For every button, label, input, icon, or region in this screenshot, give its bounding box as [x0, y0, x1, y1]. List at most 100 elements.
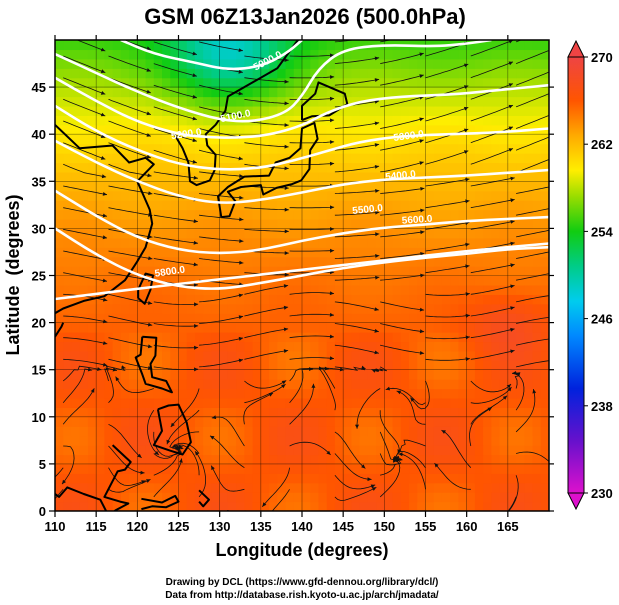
colorbar-gradient [567, 56, 585, 494]
streamline-arrow [374, 143, 380, 147]
heat-cell [178, 473, 188, 484]
heat-cell [351, 266, 361, 277]
x-tick-label: 115 [86, 519, 107, 534]
heat-cell [112, 237, 122, 248]
heat-cell [466, 435, 476, 446]
heat-cell [153, 87, 163, 98]
heat-cell [79, 209, 89, 220]
heat-cell [499, 256, 509, 267]
heat-cell [540, 190, 549, 201]
heat-cell [483, 96, 492, 107]
heat-cell [474, 322, 484, 333]
heat-cell [433, 49, 443, 60]
heat-cell [178, 275, 188, 286]
heat-cell [351, 134, 361, 145]
heat-cell [499, 350, 509, 361]
streamline-arrow [102, 362, 108, 367]
heat-cell [153, 266, 163, 277]
streamline [244, 350, 289, 360]
heat-cell [474, 105, 484, 116]
heat-cell [153, 454, 163, 465]
heat-cell [491, 190, 501, 201]
heat-cell [310, 247, 320, 258]
chart-title: GSM 06Z13Jan2026 (500.0hPa) [144, 4, 466, 29]
streamline-arrow [374, 56, 380, 61]
heat-cell [236, 58, 245, 69]
heat-cell [384, 275, 394, 286]
heat-cell [227, 266, 237, 277]
heat-cell [194, 256, 204, 267]
heat-cell [194, 40, 204, 51]
heat-cell [458, 369, 468, 380]
heat-cell [129, 218, 138, 229]
heat-cell [236, 87, 245, 98]
heat-cell [384, 322, 394, 333]
heat-cell [178, 435, 188, 446]
heat-cell [450, 209, 460, 220]
heat-cell [219, 313, 229, 324]
heat-cell [71, 416, 81, 427]
heat-cell [474, 96, 484, 107]
streamline-arrow [532, 389, 537, 394]
heat-cell [516, 463, 525, 474]
heat-cell [104, 284, 114, 295]
heat-cell [112, 454, 122, 465]
heat-cell [79, 435, 89, 446]
streamline [108, 358, 153, 369]
heat-cell [318, 143, 328, 154]
heat-cell [392, 171, 402, 182]
heat-cell [343, 332, 352, 343]
heat-cell [376, 77, 385, 88]
heat-cell [96, 492, 105, 503]
heat-cell [483, 445, 492, 456]
heat-cell [71, 426, 81, 437]
heat-cell [441, 350, 451, 361]
heat-cell [409, 426, 418, 437]
heat-cell [129, 379, 138, 390]
heat-cell [433, 388, 443, 399]
heat-cell [71, 379, 81, 390]
heat-cell [219, 87, 229, 98]
streamline [153, 458, 182, 498]
heat-cell [483, 77, 492, 88]
heat-cell [400, 482, 410, 493]
heat-cell [392, 200, 402, 211]
heat-cell [104, 313, 114, 324]
heat-cell [178, 200, 188, 211]
heat-cell [79, 388, 89, 399]
heat-cell [491, 416, 501, 427]
heat-cell [120, 68, 130, 79]
heat-cell [499, 303, 509, 314]
heat-cell [302, 454, 311, 465]
heat-cell [359, 416, 369, 427]
heat-cell [203, 473, 213, 484]
heat-cell [153, 284, 163, 295]
heat-cell [450, 397, 460, 408]
heat-cell [227, 181, 237, 192]
heat-cell [540, 341, 549, 352]
heat-cell [244, 454, 254, 465]
streamline-arrow [507, 387, 512, 392]
heat-cell [441, 416, 451, 427]
heat-cell [458, 501, 468, 511]
heat-cell [236, 266, 245, 277]
heat-cell [194, 397, 204, 408]
heat-cell [178, 218, 188, 229]
heat-cell [211, 171, 221, 182]
heat-cell [474, 482, 484, 493]
heat-cell [178, 388, 188, 399]
streamline-arrow [239, 239, 244, 243]
heat-cell [376, 105, 385, 116]
streamline [199, 128, 243, 138]
heat-cell [277, 77, 287, 88]
heat-cell [367, 463, 377, 474]
heat-cell [417, 360, 427, 371]
heat-cell [186, 416, 196, 427]
heat-cell [219, 397, 229, 408]
heat-cell [359, 162, 369, 173]
heat-cell [269, 492, 278, 503]
heat-cell [293, 379, 303, 390]
heat-cell [260, 454, 270, 465]
heat-cell [318, 416, 328, 427]
heat-cell [376, 313, 385, 324]
